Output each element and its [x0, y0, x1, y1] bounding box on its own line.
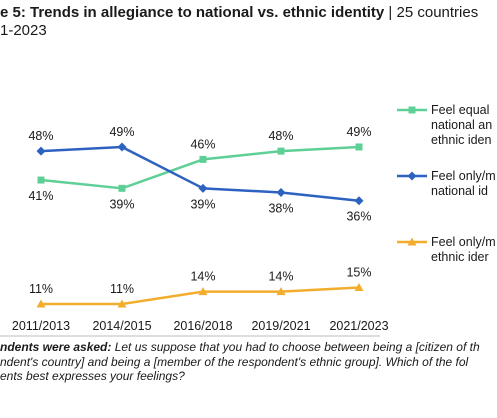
data-point — [198, 183, 208, 193]
title-separator: | — [384, 4, 397, 21]
data-label: 49% — [346, 125, 371, 139]
chart-subtitle: 25 countries — [396, 4, 479, 21]
data-point — [117, 142, 127, 152]
chart-years: 1-2023 — [0, 22, 47, 39]
note-line-1: ndents were asked: Let us suppose that y… — [0, 340, 497, 355]
legend-label: ethnic ider — [431, 250, 489, 264]
data-label: 39% — [109, 197, 134, 211]
series-line — [41, 286, 360, 306]
legend-label: Feel only/m — [431, 235, 496, 249]
data-point — [36, 299, 46, 308]
data-label: 14% — [190, 270, 215, 284]
note-line-3: ents best expresses your feelings? — [0, 369, 185, 383]
legend-label: national id — [431, 184, 488, 198]
x-tick-label: 2016/2018 — [173, 319, 232, 333]
x-tick-label: 2021/2023 — [329, 319, 388, 333]
data-label: 46% — [190, 137, 215, 151]
x-tick-label: 2019/2021 — [251, 319, 310, 333]
legend-label: Feel only/m — [431, 169, 496, 183]
data-label: 48% — [28, 129, 53, 143]
note-body: Let us suppose that you had to choose be… — [111, 340, 480, 354]
data-point — [198, 287, 208, 296]
data-label: 41% — [28, 189, 53, 203]
chart-title-line: e 5: Trends in allegiance to national vs… — [0, 4, 478, 22]
data-label: 11% — [29, 282, 53, 296]
data-point — [354, 282, 364, 291]
data-label: 49% — [109, 125, 134, 139]
series-line — [40, 145, 360, 190]
data-point — [276, 287, 286, 296]
legend-swatch-marker — [407, 171, 417, 181]
x-tick-label: 2014/2015 — [92, 319, 151, 333]
data-point — [118, 184, 126, 192]
data-point — [199, 155, 207, 163]
legend-label: national an — [431, 118, 492, 132]
data-label: 14% — [268, 270, 293, 284]
x-tick-label: 2011/2013 — [12, 319, 70, 333]
data-point — [277, 147, 285, 155]
data-label: 48% — [268, 129, 293, 143]
series-line — [40, 145, 360, 202]
data-point — [355, 143, 363, 151]
data-point — [276, 187, 286, 197]
survey-question-note: ndents were asked: Let us suppose that y… — [0, 340, 497, 384]
legend-label: ethnic iden — [431, 133, 492, 147]
data-point — [354, 196, 364, 206]
data-label: 39% — [190, 197, 215, 211]
data-label: 15% — [346, 265, 371, 279]
legend-label: Feel equal — [431, 103, 489, 117]
chart-title: e 5: Trends in allegiance to national vs… — [0, 4, 385, 21]
legend-swatch-marker — [407, 237, 417, 246]
note-line-2: ndent's country] and being a [member of … — [0, 354, 469, 369]
data-label: 36% — [346, 210, 371, 224]
data-label: 11% — [110, 282, 134, 296]
data-point — [37, 176, 45, 184]
line-chart: 2011/2013 2014/2015 2016/2018 2019/2021 2021… — [0, 103, 496, 337]
data-label: 38% — [268, 201, 293, 215]
note-lead: ndents were asked: — [0, 340, 112, 354]
legend-swatch-marker — [408, 106, 416, 114]
data-point — [36, 146, 46, 156]
data-point — [117, 299, 127, 308]
